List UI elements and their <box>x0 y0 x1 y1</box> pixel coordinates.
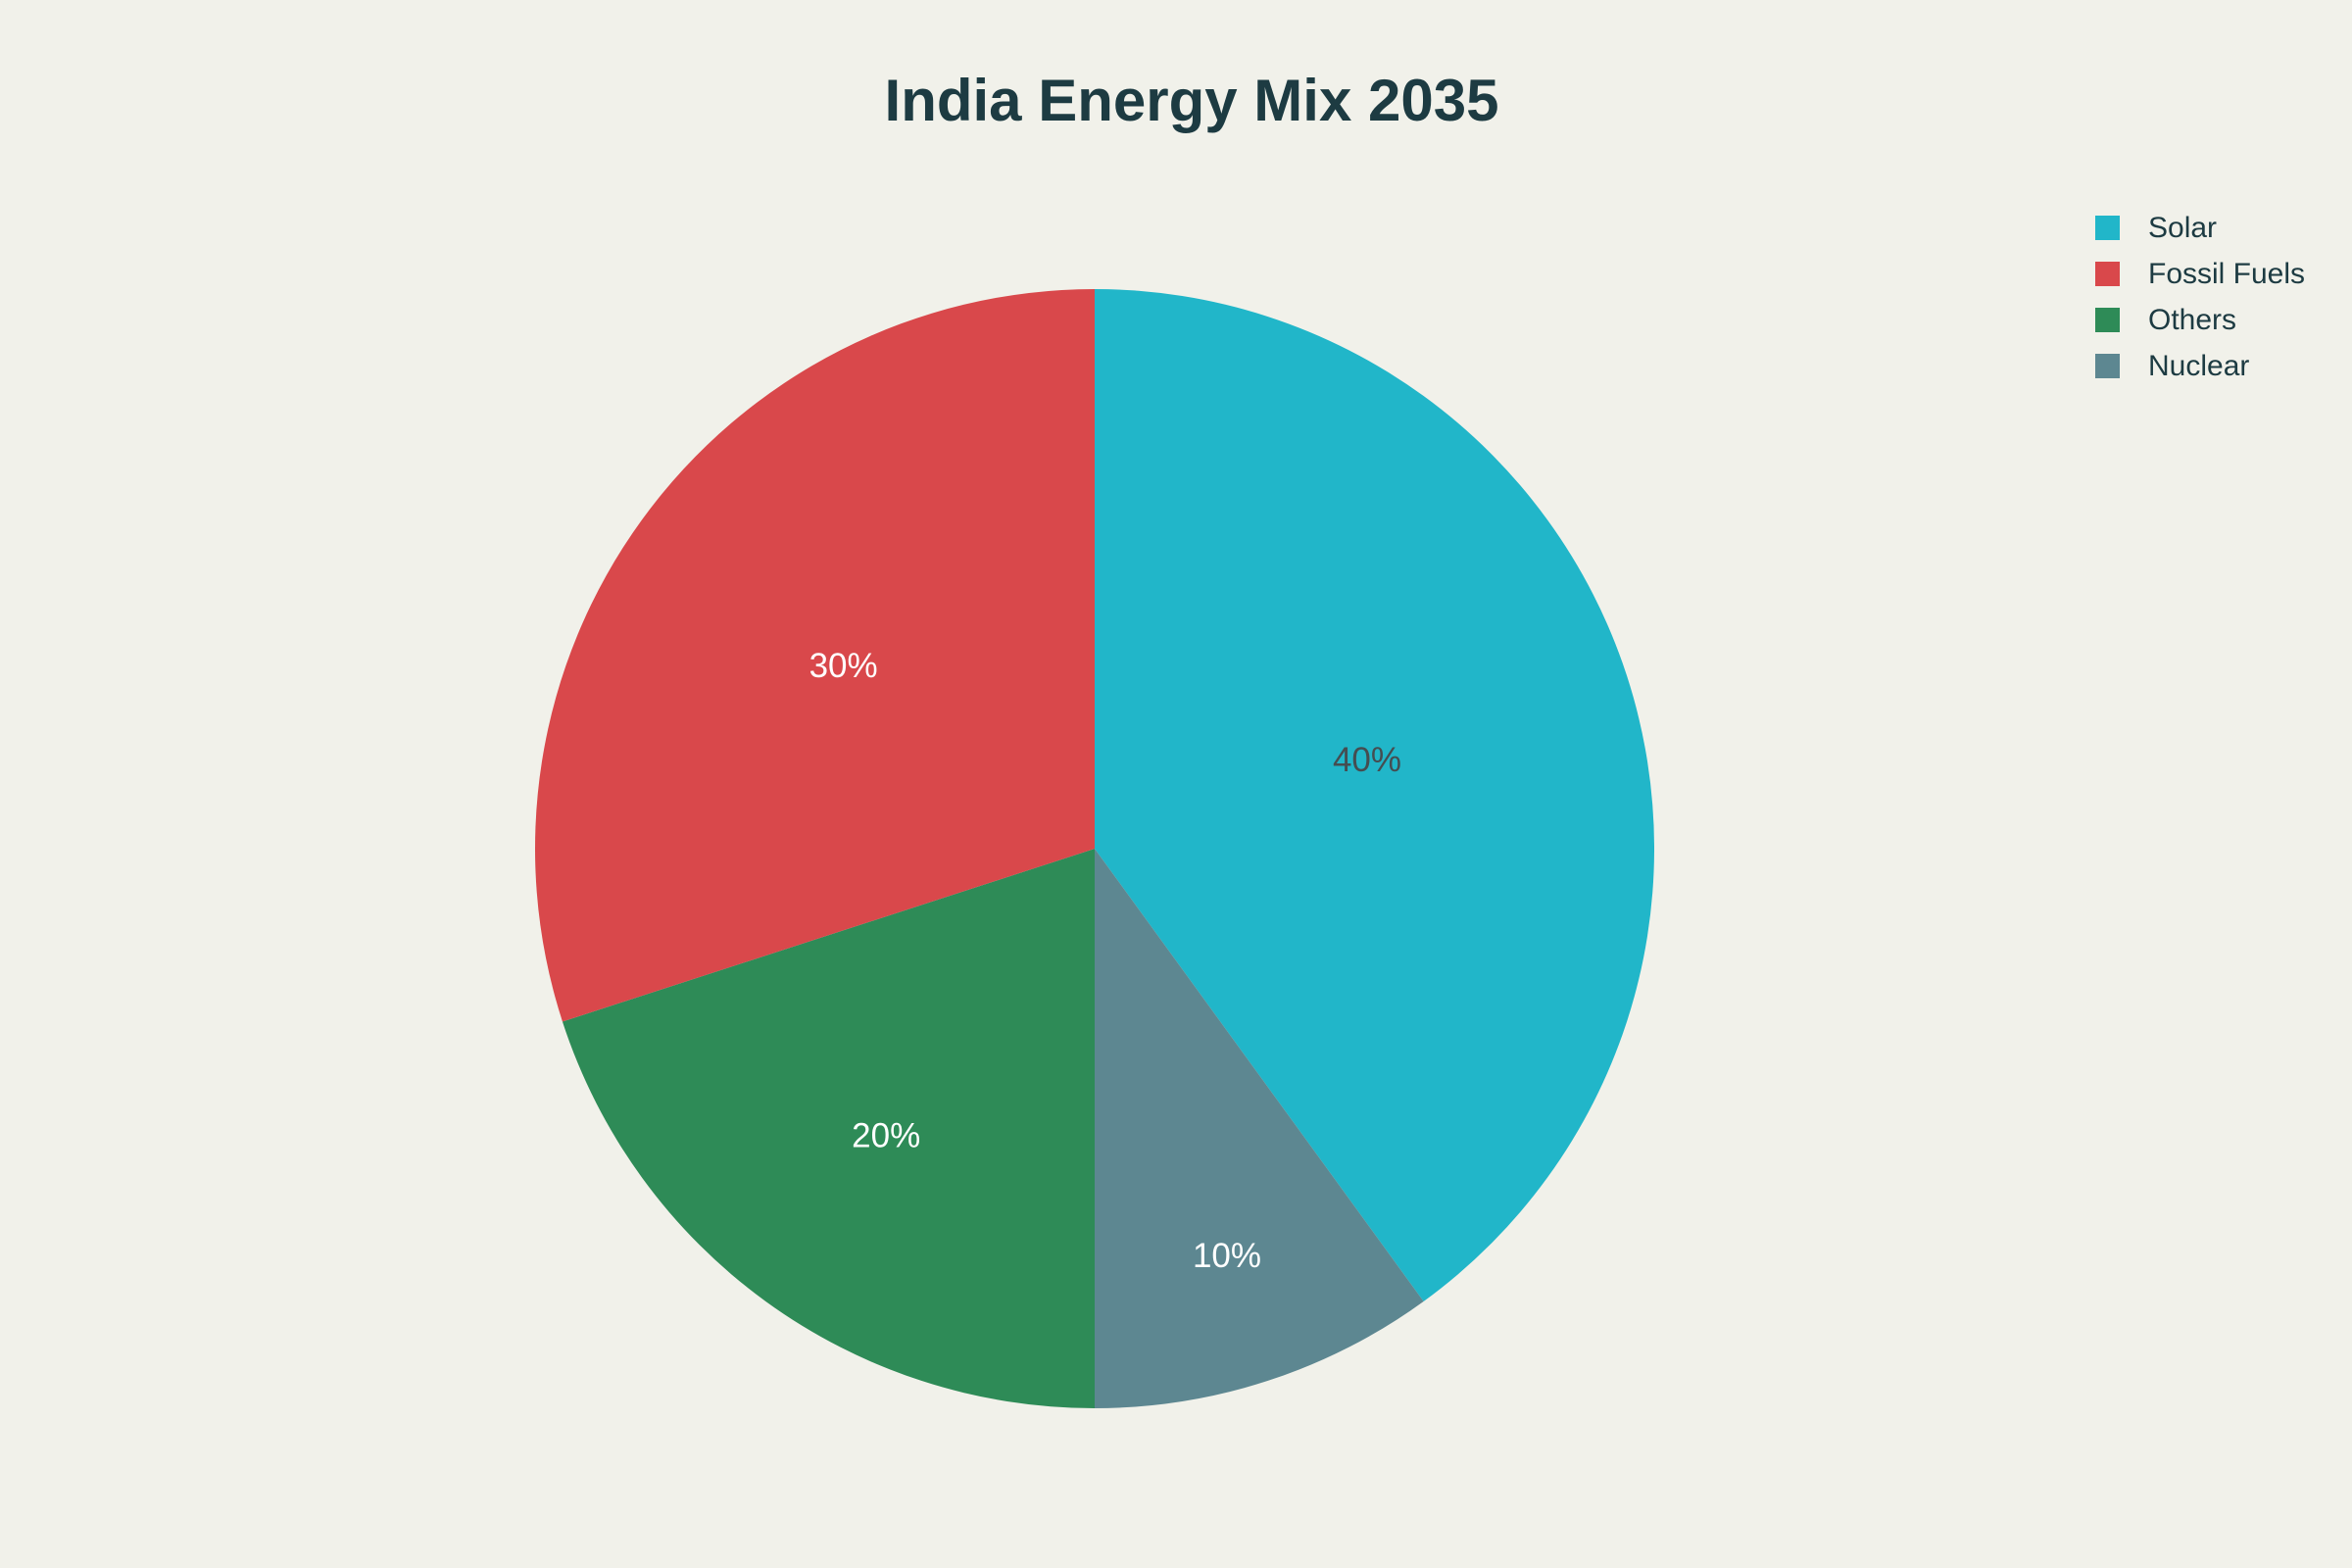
chart-title: India Energy Mix 2035 <box>884 68 1499 133</box>
pie-slice-nuclear[interactable] <box>1095 849 1424 1408</box>
legend-swatch-others <box>2095 308 2120 332</box>
legend-item-others[interactable]: Others <box>2095 303 2305 336</box>
pie-slice-label: 30% <box>809 647 878 685</box>
legend-label: Nuclear <box>2148 349 2250 382</box>
legend-item-solar[interactable]: Solar <box>2095 211 2305 244</box>
legend-item-fossil-fuels[interactable]: Fossil Fuels <box>2095 257 2306 290</box>
pie-slice-solar[interactable] <box>1095 289 1654 1301</box>
legend: Solar Fossil Fuels Others Nuclear <box>2095 211 2306 400</box>
legend-label: Fossil Fuels <box>2148 257 2306 290</box>
legend-label: Solar <box>2148 211 2218 244</box>
legend-swatch-fossil-fuels <box>2095 262 2120 286</box>
legend-item-nuclear[interactable]: Nuclear <box>2095 349 2305 382</box>
pie-slice-fossil-fuels[interactable] <box>535 289 1095 1022</box>
pie-slice-label: 20% <box>852 1116 920 1154</box>
pie-chart[interactable]: 40% 10% 20% 30% <box>535 289 1654 1408</box>
legend-swatch-nuclear <box>2095 354 2120 378</box>
legend-label: Others <box>2148 303 2237 336</box>
pie-slice-label: 40% <box>1333 741 1401 779</box>
pie-slice-others[interactable] <box>562 849 1095 1408</box>
pie-slice-label: 10% <box>1193 1237 1261 1275</box>
legend-swatch-solar <box>2095 216 2120 240</box>
